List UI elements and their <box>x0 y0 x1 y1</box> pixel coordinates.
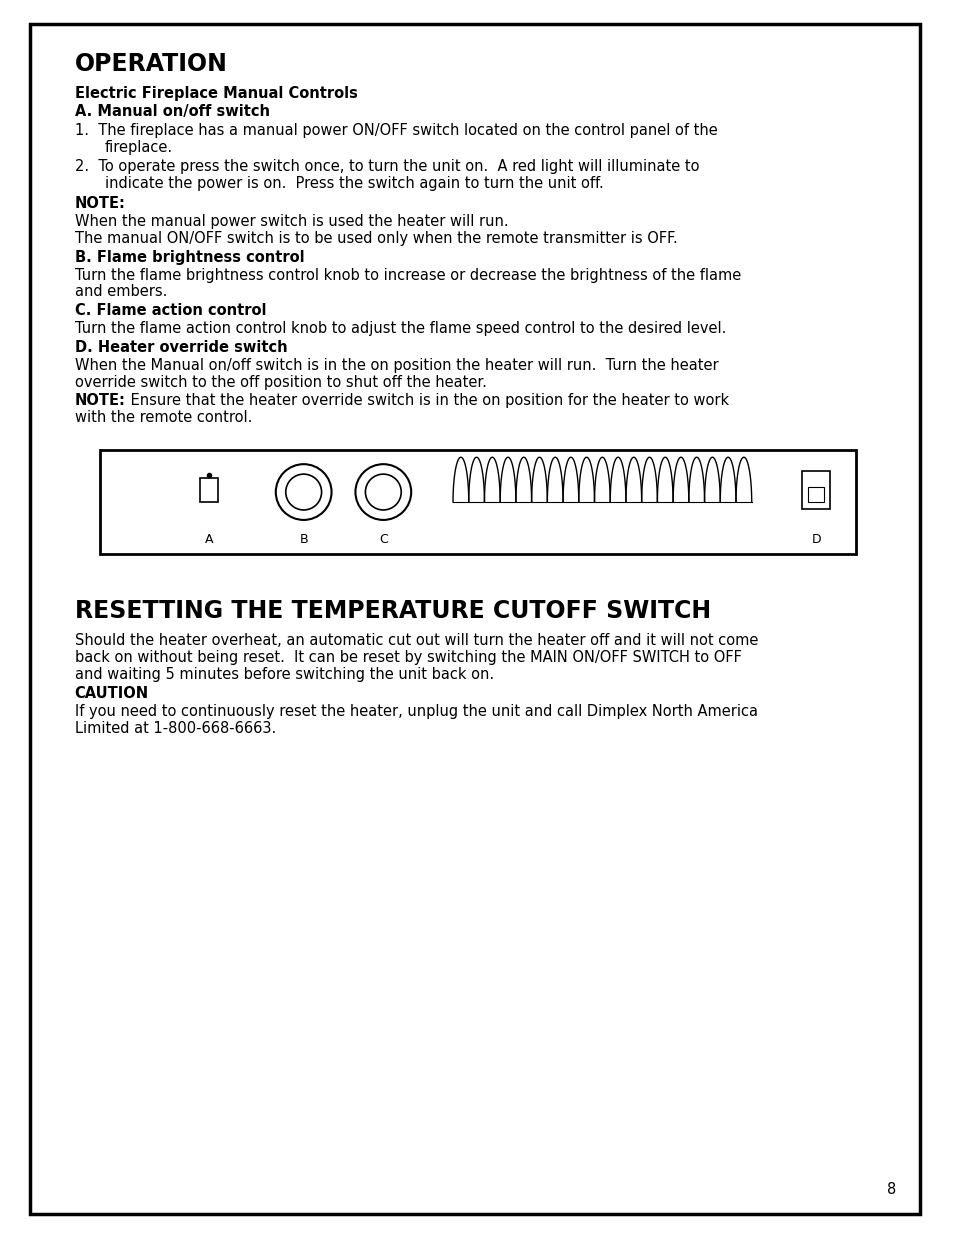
Text: Turn the flame brightness control knob to increase or decrease the brightness of: Turn the flame brightness control knob t… <box>74 268 740 283</box>
Text: Ensure that the heater override switch is in the on position for the heater to w: Ensure that the heater override switch i… <box>127 393 729 408</box>
Text: B: B <box>299 534 308 546</box>
Text: indicate the power is on.  Press the switch again to turn the unit off.: indicate the power is on. Press the swit… <box>105 175 602 191</box>
Text: back on without being reset.  It can be reset by switching the MAIN ON/OFF SWITC: back on without being reset. It can be r… <box>74 650 740 664</box>
Text: OPERATION: OPERATION <box>74 52 228 77</box>
Bar <box>807 487 823 501</box>
Text: 8: 8 <box>886 1182 895 1198</box>
Text: If you need to continuously reset the heater, unplug the unit and call Dimplex N: If you need to continuously reset the he… <box>74 704 757 719</box>
Text: D: D <box>811 534 821 546</box>
Bar <box>200 478 218 501</box>
Text: and embers.: and embers. <box>74 284 167 299</box>
Text: A. Manual on/off switch: A. Manual on/off switch <box>74 104 270 120</box>
Text: When the manual power switch is used the heater will run.: When the manual power switch is used the… <box>74 214 508 228</box>
Text: B. Flame brightness control: B. Flame brightness control <box>74 249 304 264</box>
Text: CAUTION: CAUTION <box>74 685 149 700</box>
Text: C: C <box>378 534 387 546</box>
Text: Should the heater overheat, an automatic cut out will turn the heater off and it: Should the heater overheat, an automatic… <box>74 632 758 648</box>
Bar <box>801 471 829 509</box>
Text: C. Flame action control: C. Flame action control <box>74 304 266 319</box>
Text: Limited at 1-800-668-6663.: Limited at 1-800-668-6663. <box>74 720 275 736</box>
Circle shape <box>365 474 401 510</box>
Text: RESETTING THE TEMPERATURE CUTOFF SWITCH: RESETTING THE TEMPERATURE CUTOFF SWITCH <box>74 599 710 624</box>
Text: A: A <box>205 534 213 546</box>
Text: Turn the flame action control knob to adjust the flame speed control to the desi: Turn the flame action control knob to ad… <box>74 321 725 336</box>
Text: override switch to the off position to shut off the heater.: override switch to the off position to s… <box>74 375 486 390</box>
Text: fireplace.: fireplace. <box>105 140 172 156</box>
Text: and waiting 5 minutes before switching the unit back on.: and waiting 5 minutes before switching t… <box>74 667 494 682</box>
Text: The manual ON/OFF switch is to be used only when the remote transmitter is OFF.: The manual ON/OFF switch is to be used o… <box>74 231 677 246</box>
Circle shape <box>275 464 332 520</box>
Text: with the remote control.: with the remote control. <box>74 410 252 425</box>
Text: 1.  The fireplace has a manual power ON/OFF switch located on the control panel : 1. The fireplace has a manual power ON/O… <box>74 124 717 138</box>
Text: 2.  To operate press the switch once, to turn the unit on.  A red light will ill: 2. To operate press the switch once, to … <box>74 159 699 174</box>
Text: D. Heater override switch: D. Heater override switch <box>74 340 287 356</box>
Text: NOTE:: NOTE: <box>74 196 126 211</box>
Text: NOTE:: NOTE: <box>74 393 126 408</box>
Text: Electric Fireplace Manual Controls: Electric Fireplace Manual Controls <box>74 86 357 101</box>
Circle shape <box>286 474 321 510</box>
Circle shape <box>355 464 411 520</box>
Bar <box>99 450 856 555</box>
Text: When the Manual on/off switch is in the on position the heater will run.  Turn t: When the Manual on/off switch is in the … <box>74 358 718 373</box>
